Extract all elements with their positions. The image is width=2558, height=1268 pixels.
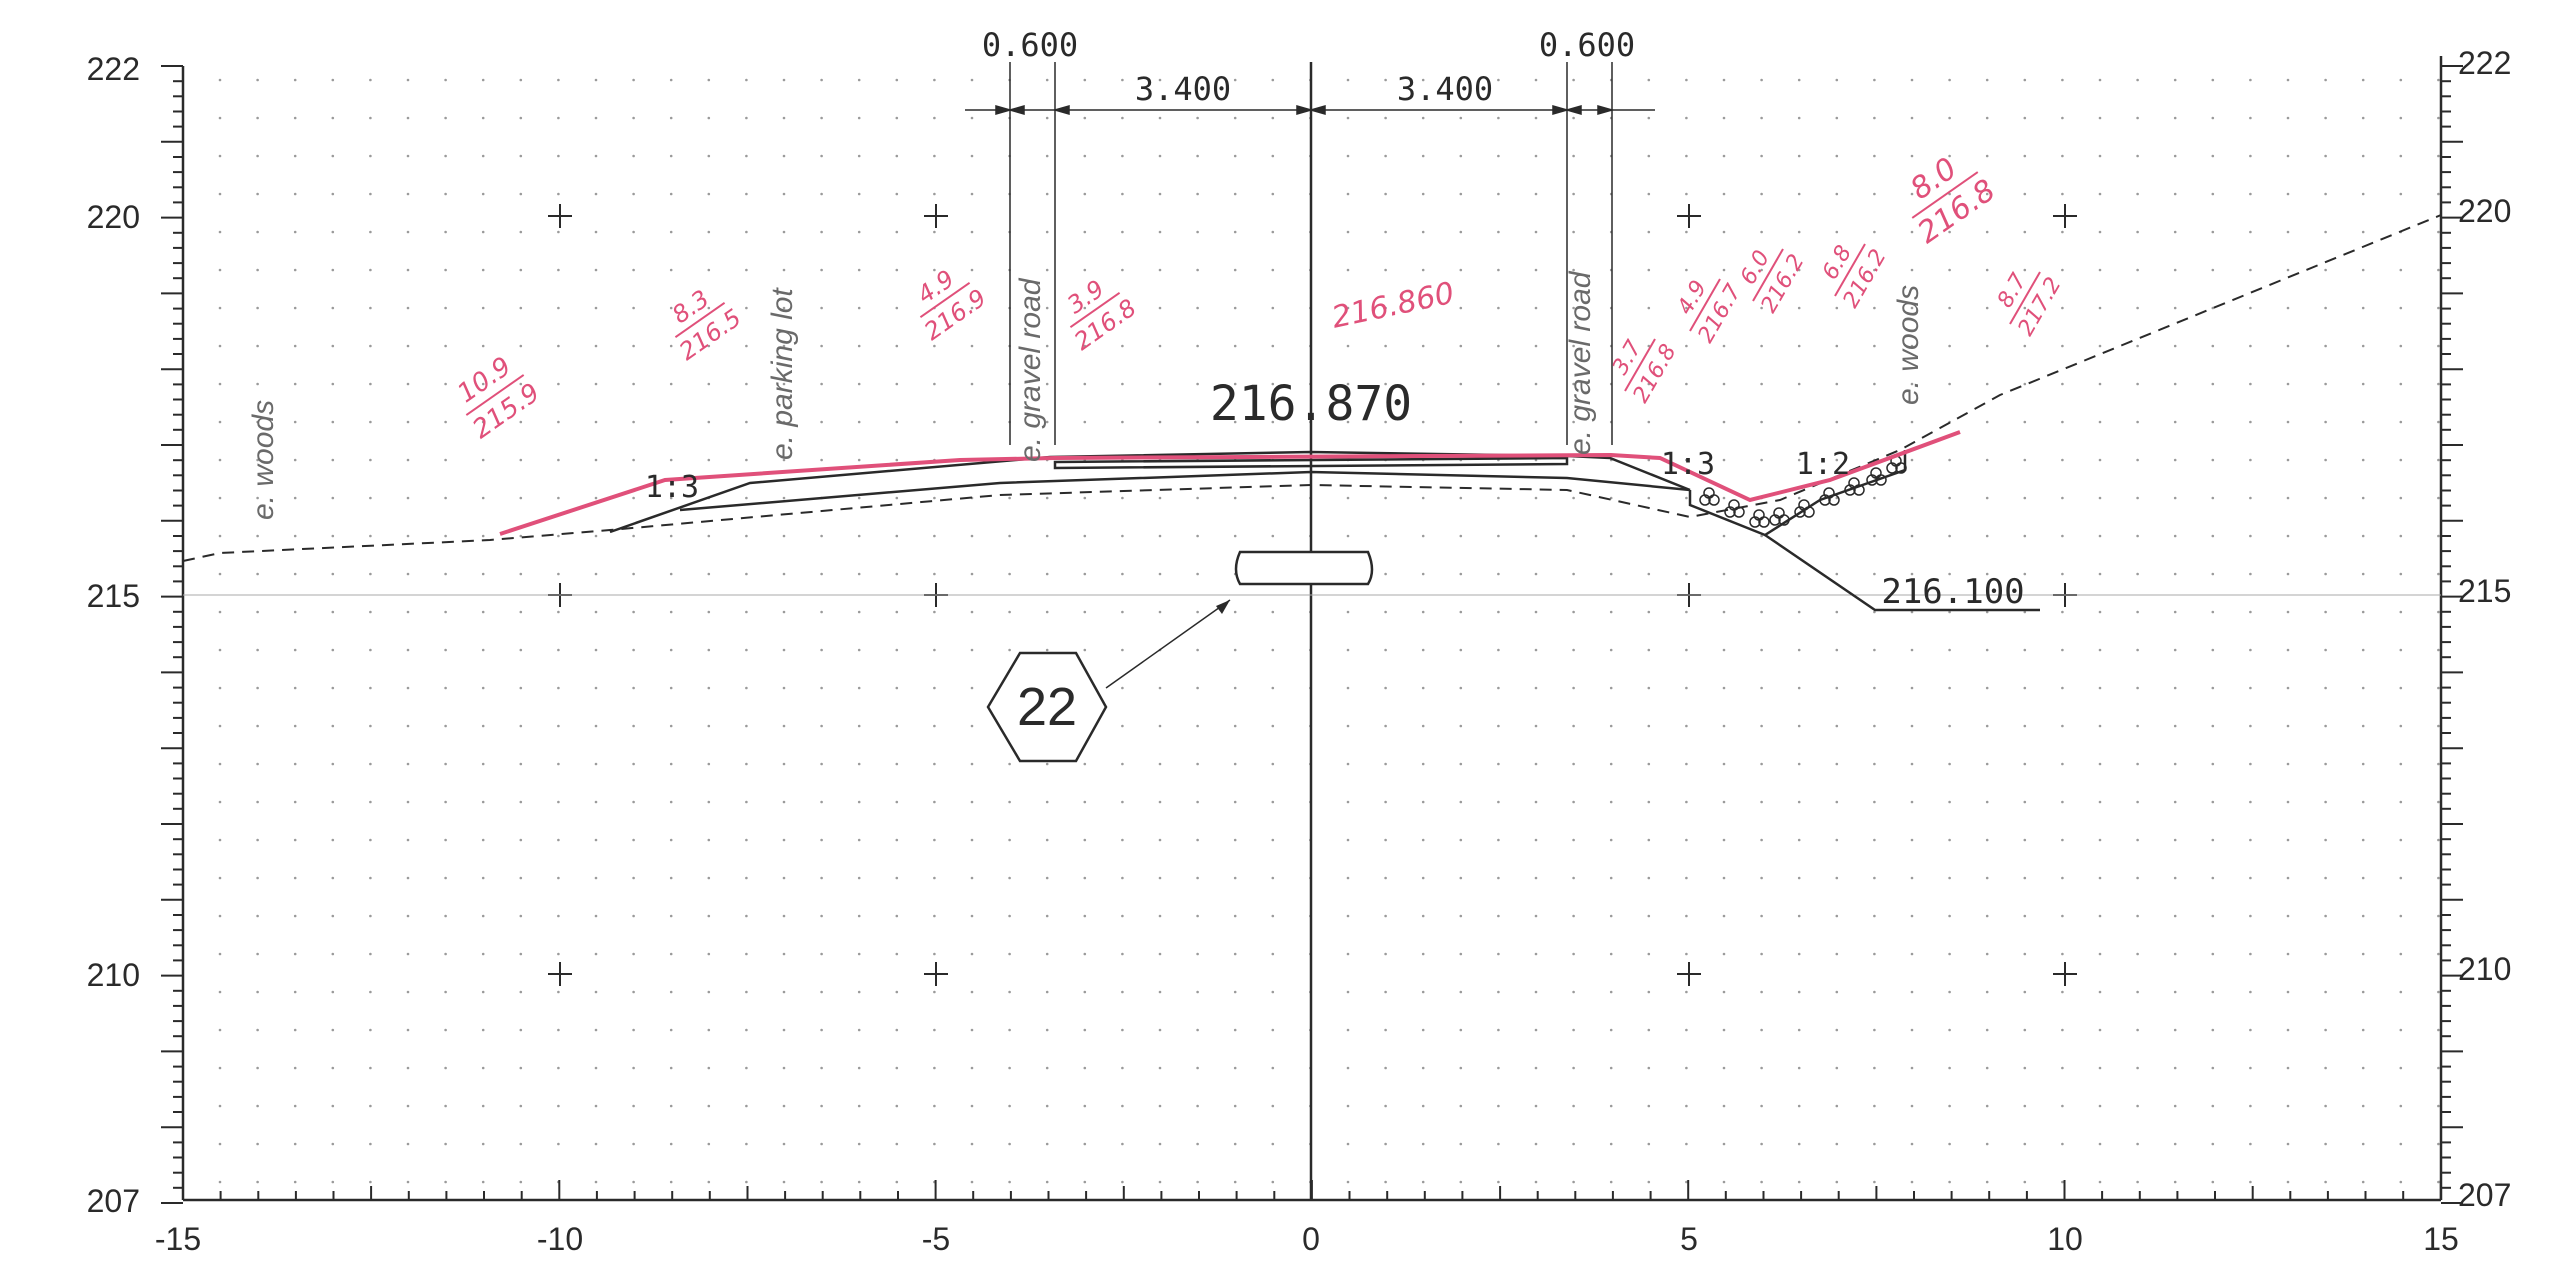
centre-elevation: 216.870 xyxy=(1210,376,1412,432)
existing-ground-line xyxy=(182,214,2442,562)
dim-right-outer: 0.600 xyxy=(1539,26,1635,64)
pipe-culvert xyxy=(1234,550,1374,586)
y-tick-label: 220 xyxy=(2458,193,2511,229)
x-tick-label: 10 xyxy=(2047,1221,2083,1257)
x-axis-labels: -15 -10 -5 0 5 10 15 xyxy=(155,1221,2459,1257)
note-woods-right: e. woods xyxy=(1892,285,1925,405)
road-section xyxy=(609,450,2040,612)
x-tick-label: -5 xyxy=(922,1221,950,1257)
dimension-lines xyxy=(965,62,1655,445)
hw-top: 216.860 xyxy=(1329,276,1458,336)
axis-frame xyxy=(181,56,2443,1202)
callout-number: 22 xyxy=(1017,677,1077,737)
dim-left-outer: 0.600 xyxy=(982,26,1078,64)
proposed-grade-line xyxy=(499,430,1961,536)
y-tick-label: 207 xyxy=(87,1183,140,1219)
x-tick-label: 5 xyxy=(1680,1221,1698,1257)
x-tick-label: 0 xyxy=(1302,1221,1320,1257)
note-woods-left: e. woods xyxy=(247,400,280,520)
x-tick-label: -10 xyxy=(537,1221,583,1257)
slope-left: 1:3 xyxy=(645,470,699,505)
y-tick-label: 207 xyxy=(2458,1177,2511,1213)
dim-left-inner: 3.400 xyxy=(1135,70,1231,108)
callout-arrowhead xyxy=(1216,600,1230,614)
riprap-ditch xyxy=(1699,455,1907,528)
x-tick-label: 15 xyxy=(2423,1221,2459,1257)
callout-leader xyxy=(1105,599,1231,689)
note-parking: e. parking lot xyxy=(766,287,799,460)
y-tick-label: 215 xyxy=(87,578,140,614)
ditch-elevation: 216.100 xyxy=(1881,572,2024,612)
slope-ditch-out: 1:2 xyxy=(1796,447,1850,482)
note-gravel-right: e. gravel road xyxy=(1564,270,1597,455)
y-tick-label: 215 xyxy=(2458,573,2511,609)
note-gravel-left: e. gravel road xyxy=(1014,277,1047,462)
y-axis-labels-right: 222 220 215 210 207 xyxy=(2458,45,2511,1213)
dim-right-inner: 3.400 xyxy=(1397,70,1493,108)
y-axis-labels-left: 222 220 215 210 207 xyxy=(87,51,140,1219)
y-tick-label: 222 xyxy=(2458,45,2511,81)
slope-ditch-in: 1:3 xyxy=(1661,447,1715,482)
x-tick-label: -15 xyxy=(155,1221,201,1257)
dot-grid xyxy=(218,78,2440,1184)
y-tick-label: 210 xyxy=(87,957,140,993)
axis-ticks xyxy=(161,65,2463,1204)
y-tick-label: 220 xyxy=(87,199,140,235)
y-tick-label: 210 xyxy=(2458,951,2511,987)
callout-hexagon xyxy=(986,651,1108,763)
y-tick-label: 222 xyxy=(87,51,140,87)
